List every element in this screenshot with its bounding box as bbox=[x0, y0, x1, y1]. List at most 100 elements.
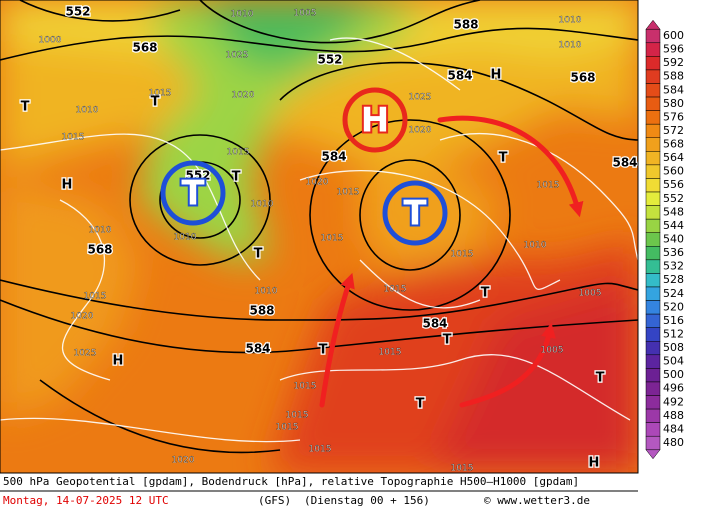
colorbar-cell bbox=[645, 69, 661, 84]
map-label: 584 bbox=[321, 150, 346, 164]
map-label: 584 bbox=[245, 342, 270, 356]
colorbar-label: 556 bbox=[663, 178, 684, 191]
map-frame bbox=[0, 0, 639, 474]
colorbar-cell bbox=[645, 164, 661, 179]
colorbar-label: 524 bbox=[663, 287, 684, 300]
map-label: T bbox=[481, 286, 490, 301]
colorbar-label: 576 bbox=[663, 110, 684, 123]
colorbar-cell bbox=[645, 368, 661, 383]
pressure-center-label: H bbox=[361, 101, 389, 141]
map-label: 1015 bbox=[384, 285, 407, 295]
map-label: 1015 bbox=[84, 292, 107, 302]
map-label: 552 bbox=[185, 169, 210, 183]
colorbar-label: 488 bbox=[663, 409, 684, 422]
colorbar-cell bbox=[645, 83, 661, 98]
map-label: 1015 bbox=[276, 423, 299, 433]
colorbar-cell bbox=[645, 232, 661, 247]
map-label: 1010 bbox=[231, 10, 254, 20]
map-label: T bbox=[21, 100, 30, 115]
map-label: 1010 bbox=[255, 287, 278, 297]
colorbar-label: 560 bbox=[663, 165, 684, 178]
map-label: H bbox=[113, 354, 124, 369]
map-label: T bbox=[416, 397, 425, 412]
map-label: 1015 bbox=[451, 464, 474, 474]
map-area: 552 1010 1005 588 1010 1000 568 552 1025 584 H 568 1… bbox=[0, 0, 638, 474]
map-label: 1010 bbox=[174, 233, 197, 243]
map-label: 568 bbox=[132, 41, 157, 55]
colorbar-cell bbox=[645, 42, 661, 57]
map-label: 568 bbox=[570, 71, 595, 85]
map-label: 588 bbox=[453, 18, 478, 32]
footer-credit: © www.wetter3.de bbox=[484, 494, 590, 507]
map-label: 588 bbox=[249, 304, 274, 318]
map-label: 1020 bbox=[232, 91, 255, 101]
colorbar-label: 564 bbox=[663, 151, 684, 164]
colorbar-cell bbox=[645, 313, 661, 328]
map-label: 1015 bbox=[451, 250, 474, 260]
colorbar-cell bbox=[645, 327, 661, 342]
map-label: 1015 bbox=[321, 234, 344, 244]
map-label: 584 bbox=[422, 317, 447, 331]
map-label: T bbox=[232, 170, 241, 185]
pressure-center-label: T bbox=[181, 174, 205, 214]
colorbar-cell bbox=[645, 341, 661, 356]
colorbar-cell bbox=[645, 191, 661, 206]
map-label: 1015 bbox=[227, 148, 250, 158]
colorbar-cell bbox=[645, 137, 661, 152]
colorbar-label: 520 bbox=[663, 300, 684, 313]
map-label: 552 bbox=[317, 53, 342, 67]
colorbar-label: 500 bbox=[663, 368, 684, 381]
map-label: 1020 bbox=[306, 178, 329, 188]
colorbar-label: 496 bbox=[663, 382, 684, 395]
colorbar-label: 544 bbox=[663, 219, 684, 232]
footer-date: Montag, 14-07-2025 12 UTC bbox=[3, 494, 169, 507]
map-label: H bbox=[491, 68, 502, 83]
pressure-center-ring bbox=[160, 160, 226, 226]
map-label: T bbox=[596, 371, 605, 386]
map-label: 1015 bbox=[337, 188, 360, 198]
colorbar-label: 548 bbox=[663, 205, 684, 218]
colorbar-cell bbox=[645, 246, 661, 261]
colorbar-cell bbox=[645, 381, 661, 396]
colorbar-cell bbox=[645, 300, 661, 315]
map-label: 1010 bbox=[251, 200, 274, 210]
map-label: T bbox=[254, 247, 263, 262]
colorbar-cell bbox=[645, 56, 661, 71]
map-label: H bbox=[589, 456, 600, 471]
colorbar-label: 580 bbox=[663, 97, 684, 110]
colorbar-cell bbox=[645, 178, 661, 193]
colorbar-cell bbox=[645, 408, 661, 423]
colorbar-cell bbox=[645, 422, 661, 437]
colorbar-cell bbox=[645, 286, 661, 301]
colorbar-cell bbox=[645, 354, 661, 369]
map-label: 1015 bbox=[309, 445, 332, 455]
map-label: 568 bbox=[87, 243, 112, 257]
colorbar-label: 572 bbox=[663, 124, 684, 137]
colorbar-label: 480 bbox=[663, 436, 684, 449]
colorbar-label: 492 bbox=[663, 395, 684, 408]
map-label: H bbox=[62, 178, 73, 193]
map-label: 1015 bbox=[294, 382, 317, 392]
colorbar-label: 508 bbox=[663, 341, 684, 354]
map-label: 1020 bbox=[71, 312, 94, 322]
map-label: 1025 bbox=[409, 93, 432, 103]
colorbar-cell bbox=[645, 218, 661, 233]
map-label: T bbox=[499, 151, 508, 166]
map-label: 1015 bbox=[286, 411, 309, 421]
map-label: 1005 bbox=[541, 346, 564, 356]
map-label: 584 bbox=[447, 69, 472, 83]
colorbar-label: 484 bbox=[663, 422, 684, 435]
colorbar-cell bbox=[645, 28, 661, 44]
map-label: T bbox=[319, 343, 328, 358]
map-label: 584 bbox=[612, 156, 637, 170]
map-label: 1020 bbox=[172, 456, 195, 466]
colorbar-label: 504 bbox=[663, 355, 684, 368]
pressure-center-ring bbox=[382, 180, 448, 246]
colorbar-label: 516 bbox=[663, 314, 684, 327]
footer-run: (Dienstag 00 + 156) bbox=[304, 494, 430, 507]
colorbar-cell bbox=[645, 395, 661, 410]
map-label: 1005 bbox=[579, 289, 602, 299]
map-label: 1015 bbox=[379, 348, 402, 358]
colorbar-label: 592 bbox=[663, 56, 684, 69]
